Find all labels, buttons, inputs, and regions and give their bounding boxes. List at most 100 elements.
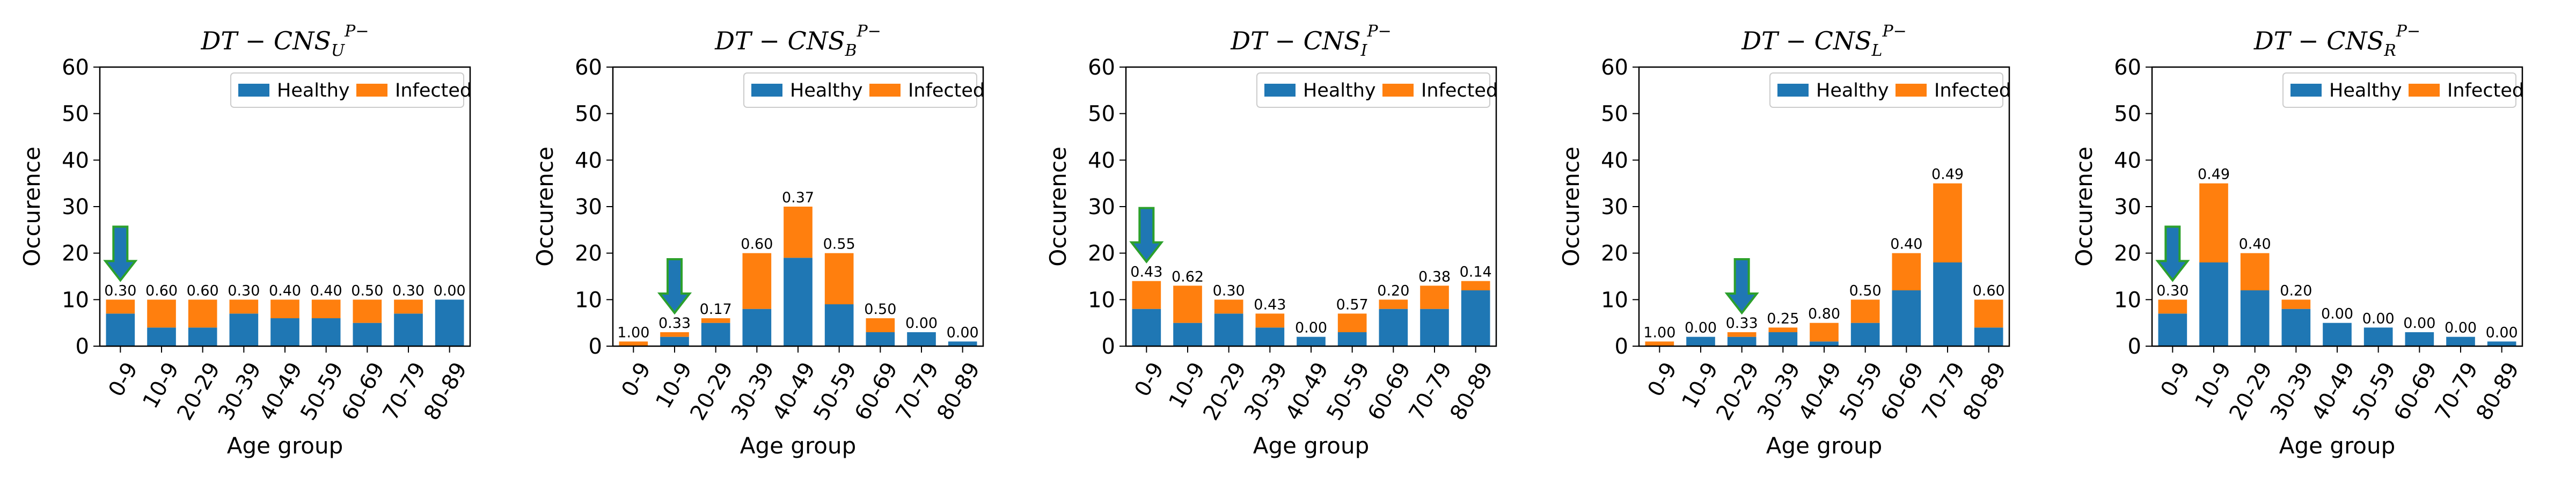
bar-infected (1255, 313, 1285, 328)
y-tick-label: 30 (1601, 195, 1628, 219)
bar-healthy (147, 327, 176, 346)
x-tick-label: 80-89 (1958, 358, 2011, 425)
bar-healthy (701, 323, 730, 346)
bar-healthy (394, 313, 423, 346)
bar-healthy (2323, 323, 2352, 346)
bar-healthy (907, 332, 936, 346)
bar-healthy (2158, 313, 2187, 346)
y-tick-label: 60 (1088, 55, 1115, 80)
y-axis-label: Occurence (532, 147, 558, 267)
bar-healthy (1768, 332, 1798, 346)
legend-label-infected: Infected (395, 80, 472, 101)
legend-label-infected: Infected (908, 80, 985, 101)
y-tick-label: 0 (76, 334, 89, 359)
bar-healthy (1132, 309, 1161, 346)
y-tick-label: 30 (2114, 195, 2141, 219)
y-tick-label: 50 (62, 102, 89, 127)
bar-data-label: 0.50 (351, 282, 383, 299)
bar-infected (784, 207, 813, 258)
x-tick-label: 80-89 (2471, 358, 2524, 425)
chart-title-main: DT − CNS (1230, 26, 1360, 55)
bar-infected (353, 299, 382, 323)
y-tick-label: 40 (62, 148, 89, 173)
legend-swatch-healthy (1264, 84, 1296, 97)
y-tick-label: 60 (1601, 55, 1628, 80)
bar-healthy (1337, 332, 1367, 346)
bar-data-label: 0.20 (2280, 282, 2312, 299)
legend-swatch-infected (1382, 84, 1414, 97)
bar-data-label: 0.37 (782, 189, 814, 206)
y-tick-label: 50 (1601, 102, 1628, 127)
axes-frame (2151, 66, 2523, 347)
bar-healthy (1810, 341, 1839, 346)
y-tick-label: 40 (1601, 148, 1628, 173)
bar-infected (147, 299, 176, 328)
bar-data-label: 0.60 (1973, 282, 2005, 299)
bar-healthy (435, 299, 464, 346)
x-tick-label: 80-89 (1445, 358, 1498, 425)
bar-infected (1132, 281, 1161, 309)
bar-healthy (784, 258, 813, 346)
y-tick-label: 10 (1601, 288, 1628, 312)
chart-title: DT − CNSIP− (1230, 22, 1392, 60)
legend: Healthy Infected (1769, 72, 2011, 108)
bar-infected (2281, 299, 2311, 309)
chart-title-superscript: P− (2396, 22, 2420, 41)
legend-box (2282, 72, 2516, 108)
x-tick-label: 80-89 (419, 358, 472, 425)
bar-infected (742, 253, 772, 309)
bar-data-label: 0.49 (1931, 166, 1964, 183)
legend-label-infected: Infected (2447, 80, 2524, 101)
bar-infected (1645, 341, 1674, 346)
x-tick-label: 0-9 (104, 358, 143, 401)
bar-data-label: 0.60 (187, 282, 219, 299)
chart-panel-1: DT − CNSUP−01020304050600.300-90.6010-90… (19, 22, 472, 459)
chart-title: DT − CNSLP− (1741, 22, 1907, 60)
bar-healthy (948, 341, 977, 346)
legend-label-healthy: Healthy (1303, 80, 1376, 101)
bar-data-label: 1.00 (1643, 324, 1675, 341)
chart-title-subscript: I (1360, 41, 1368, 60)
bar-healthy (106, 313, 135, 346)
bar-healthy (311, 318, 341, 346)
bar-healthy (1727, 336, 1757, 346)
bar-infected (1850, 299, 1880, 323)
bar-data-label: 0.40 (2239, 236, 2271, 253)
bar-data-label: 0.00 (905, 315, 938, 332)
y-tick-label: 60 (62, 55, 89, 80)
bar-healthy (229, 313, 259, 346)
y-axis-label: Occurence (1045, 147, 1071, 267)
bar-infected (1420, 286, 1449, 309)
bar-data-label: 0.25 (1767, 310, 1799, 327)
chart-title-superscript: P− (1366, 22, 1391, 41)
bar-data-label: 0.17 (700, 301, 732, 318)
bar-infected (1337, 313, 1367, 332)
bar-healthy (866, 332, 895, 346)
highlight-arrow-icon (657, 258, 692, 315)
bar-infected (188, 299, 217, 328)
bar-infected (1892, 253, 1921, 290)
bar-infected (1810, 323, 1839, 342)
bar-infected (1974, 299, 2003, 328)
bar-infected (311, 299, 341, 318)
y-tick-label: 10 (2114, 288, 2141, 312)
bar-data-label: 0.00 (947, 324, 979, 341)
chart-title-main: DT − CNS (201, 26, 331, 55)
chart-panel-3: DT − CNSIP−01020304050600.430-90.6210-90… (1045, 22, 1498, 459)
legend-label-healthy: Healthy (790, 80, 863, 101)
y-tick-label: 40 (2114, 148, 2141, 173)
bar-data-label: 0.50 (1849, 282, 1882, 299)
bar-data-label: 0.00 (2445, 320, 2477, 336)
bar-infected (1727, 332, 1757, 337)
bar-data-label: 0.55 (823, 236, 855, 253)
y-tick-label: 40 (1088, 148, 1115, 173)
bar-data-label: 0.60 (145, 282, 178, 299)
legend: Healthy Infected (230, 72, 472, 108)
chart-title-subscript: U (331, 41, 346, 60)
bar-infected (394, 299, 423, 314)
bar-data-label: 0.30 (1213, 282, 1245, 299)
bar-healthy (1850, 323, 1880, 346)
bar-data-label: 0.80 (1808, 306, 1840, 323)
bar-healthy (2487, 341, 2516, 346)
